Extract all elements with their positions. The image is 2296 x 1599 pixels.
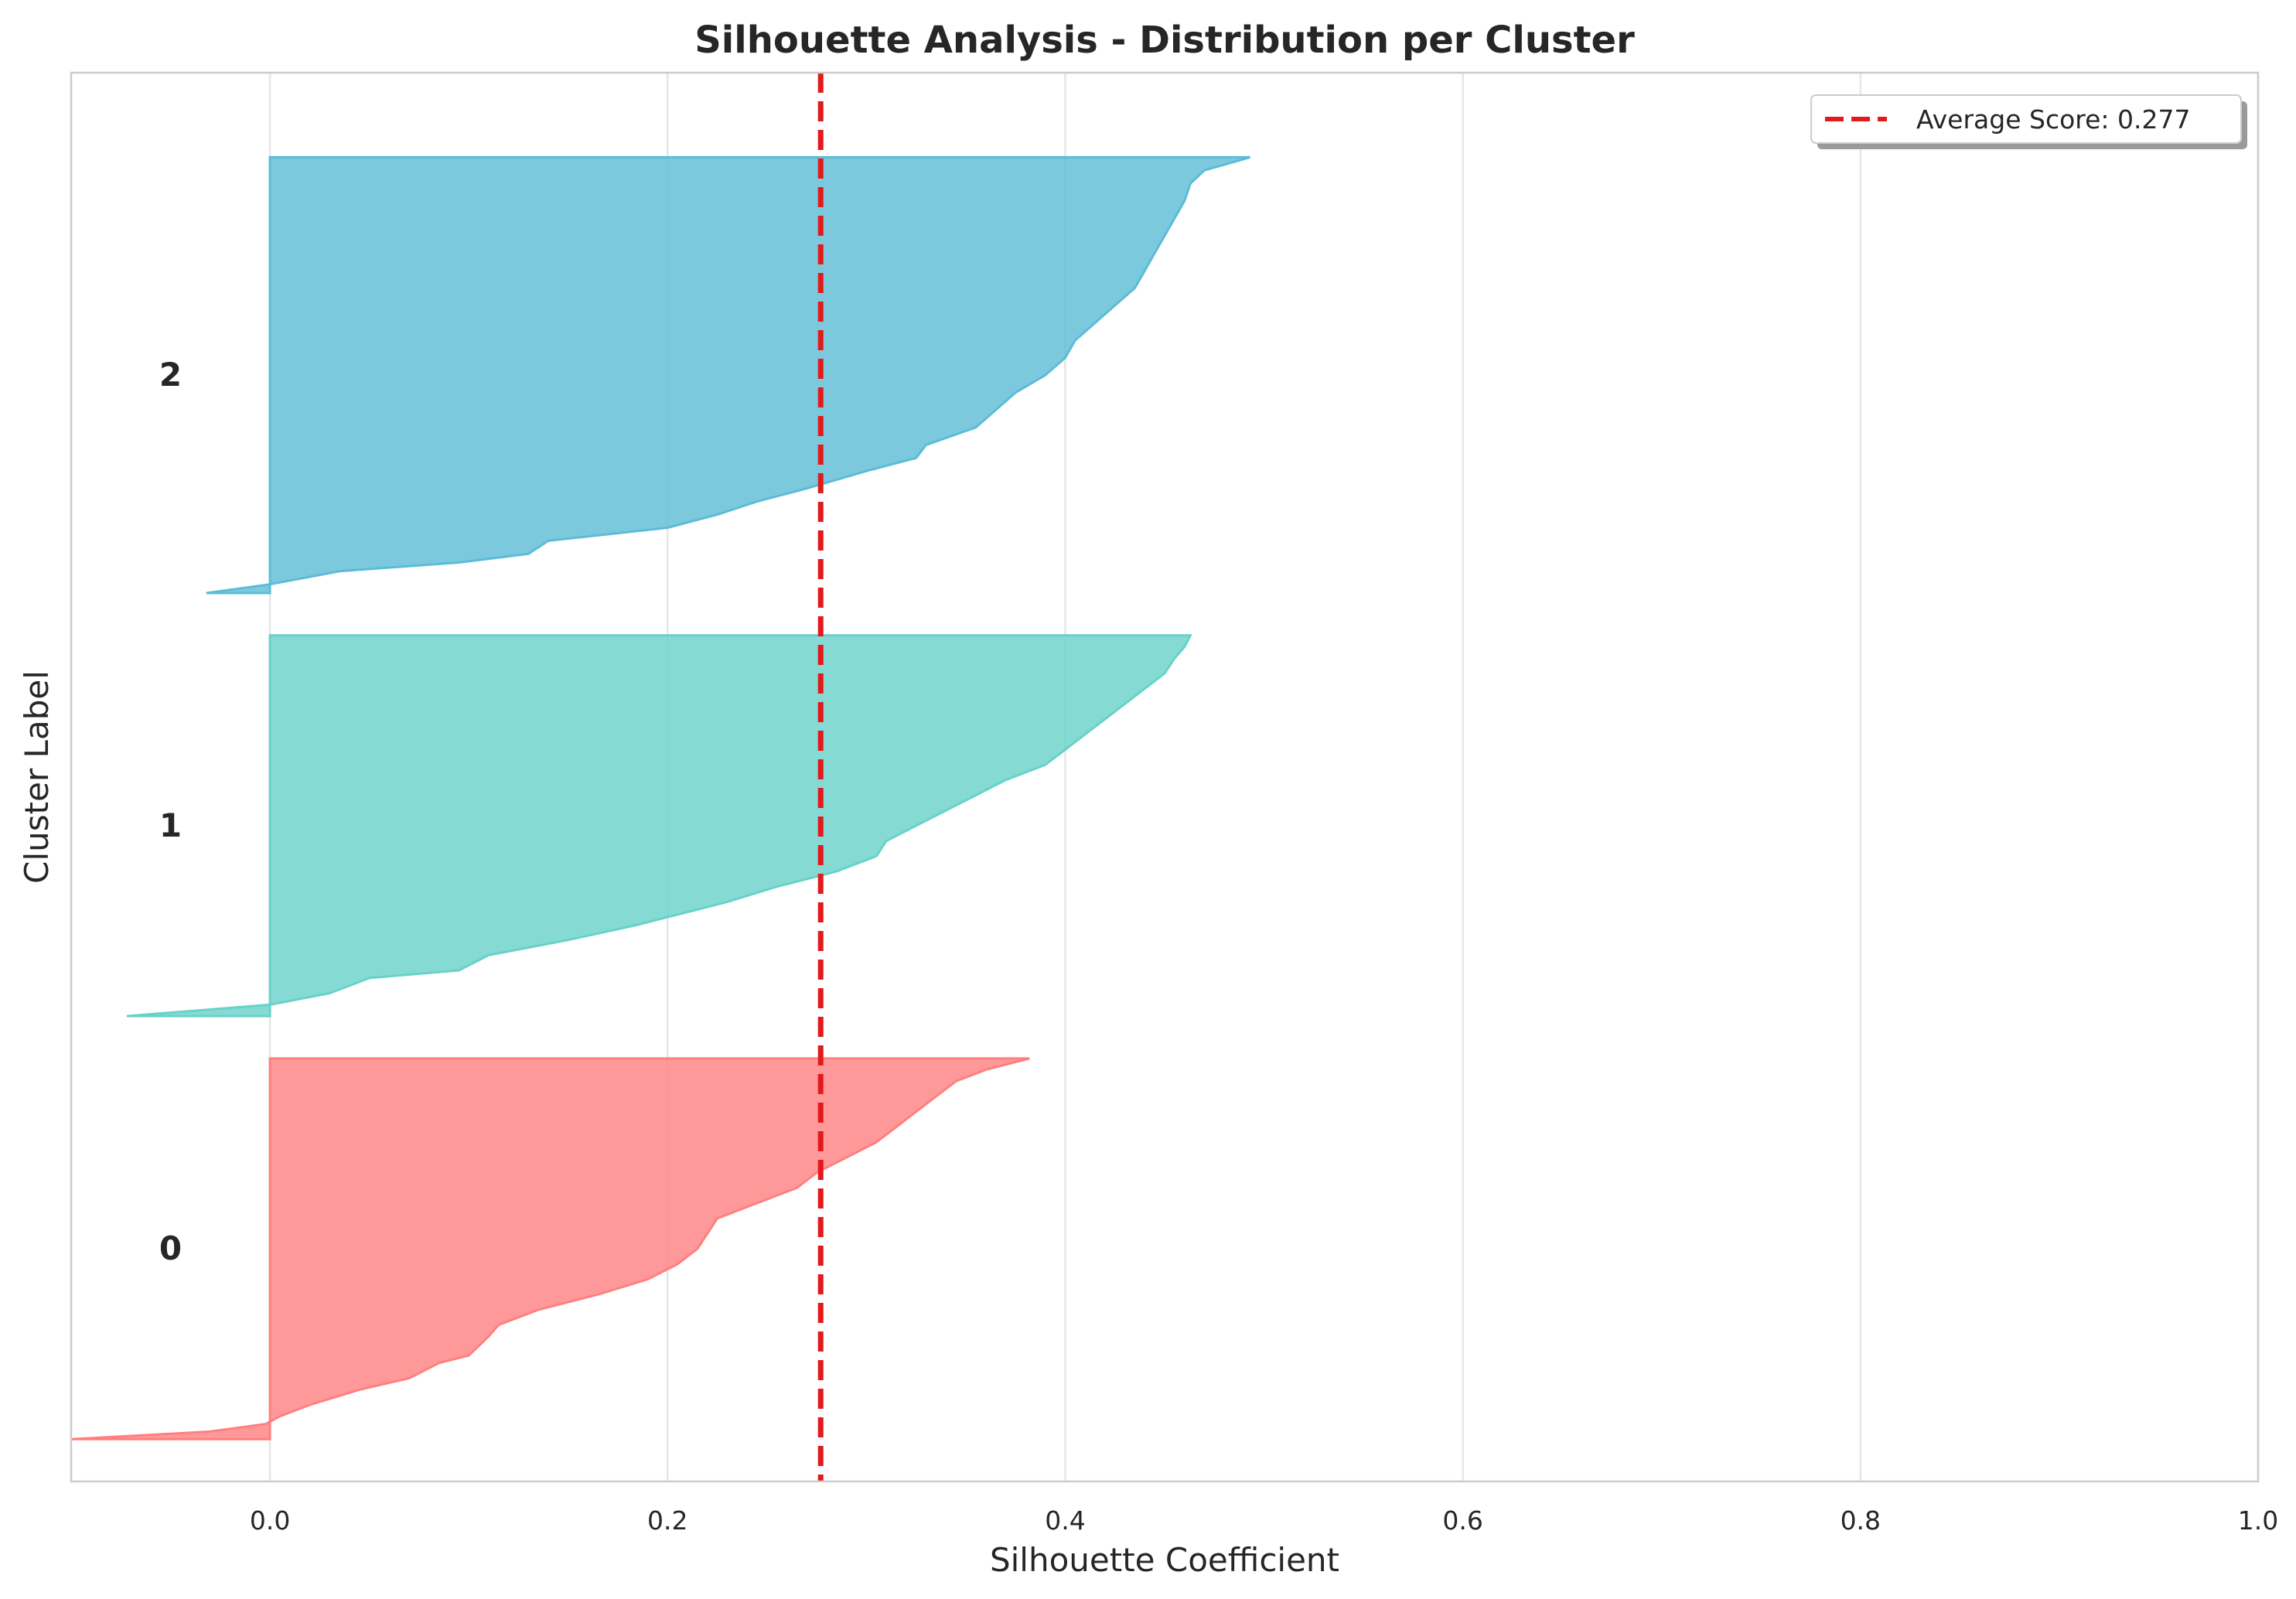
x-axis-label: Silhouette Coefficient <box>990 1541 1339 1579</box>
cluster-0-label: 0 <box>159 1229 182 1267</box>
x-tick-label: 0.8 <box>1841 1505 1881 1536</box>
x-tick-label: 0.4 <box>1045 1505 1085 1536</box>
x-axis-ticks: 0.0 0.2 0.4 0.6 0.8 1.0 <box>250 1505 2278 1536</box>
cluster-labels: 0 1 2 <box>159 356 182 1267</box>
y-axis-label: Cluster Label <box>18 670 56 884</box>
cluster-0-silhouette <box>70 1057 1030 1440</box>
cluster-1-silhouette <box>126 634 1192 1018</box>
x-tick-label: 0.6 <box>1442 1505 1482 1536</box>
cluster-areas <box>70 155 1250 1440</box>
cluster-2-label: 2 <box>159 356 182 394</box>
legend-box <box>1810 94 2242 144</box>
x-tick-label: 1.0 <box>2238 1505 2278 1536</box>
x-tick-label: 0.2 <box>647 1505 687 1536</box>
chart-title: Silhouette Analysis - Distribution per C… <box>694 19 1635 62</box>
legend-label: Average Score: 0.277 <box>1916 104 2191 135</box>
legend: Average Score: 0.277 <box>1810 94 2247 149</box>
cluster-2-silhouette <box>206 155 1250 595</box>
cluster-1-label: 1 <box>159 806 182 844</box>
plot-frame <box>70 71 2260 1483</box>
x-tick-label: 0.0 <box>250 1505 290 1536</box>
